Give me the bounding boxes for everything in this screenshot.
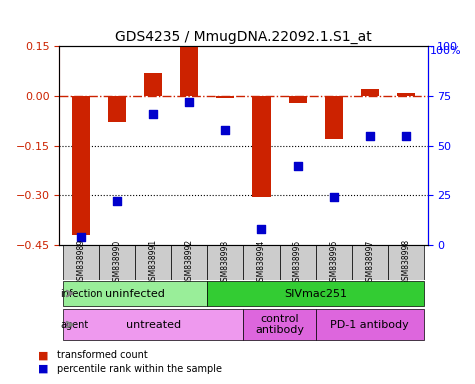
Text: GSM838996: GSM838996 bbox=[329, 239, 338, 286]
Text: GSM838995: GSM838995 bbox=[293, 239, 302, 286]
Text: transformed count: transformed count bbox=[57, 350, 148, 360]
Text: GSM838993: GSM838993 bbox=[221, 239, 230, 286]
Bar bbox=[288, 96, 306, 103]
Text: infection: infection bbox=[60, 288, 103, 298]
Text: uninfected: uninfected bbox=[105, 288, 165, 298]
Text: GSM838989: GSM838989 bbox=[76, 239, 86, 285]
FancyBboxPatch shape bbox=[208, 281, 424, 306]
Text: SIVmac251: SIVmac251 bbox=[284, 288, 347, 298]
Title: GDS4235 / MmugDNA.22092.1.S1_at: GDS4235 / MmugDNA.22092.1.S1_at bbox=[115, 30, 372, 44]
FancyBboxPatch shape bbox=[99, 245, 135, 280]
FancyBboxPatch shape bbox=[352, 245, 388, 280]
Point bbox=[330, 194, 337, 200]
Bar bbox=[324, 96, 342, 139]
Text: 100%: 100% bbox=[430, 46, 462, 56]
Text: GSM838997: GSM838997 bbox=[365, 239, 374, 286]
Point bbox=[186, 99, 193, 105]
Text: PD-1 antibody: PD-1 antibody bbox=[331, 319, 409, 329]
FancyBboxPatch shape bbox=[244, 309, 315, 340]
FancyBboxPatch shape bbox=[244, 245, 279, 280]
Text: agent: agent bbox=[60, 319, 88, 329]
Point bbox=[257, 226, 265, 232]
Text: GSM838991: GSM838991 bbox=[149, 239, 158, 285]
FancyBboxPatch shape bbox=[388, 245, 424, 280]
Bar bbox=[72, 96, 90, 235]
Text: GSM838990: GSM838990 bbox=[113, 239, 122, 286]
Bar bbox=[108, 96, 126, 122]
Point bbox=[366, 132, 373, 139]
Bar bbox=[180, 46, 199, 96]
Text: control
antibody: control antibody bbox=[255, 314, 304, 336]
Bar bbox=[397, 93, 415, 96]
Bar bbox=[252, 96, 270, 197]
Text: ■: ■ bbox=[38, 350, 48, 360]
Text: ■: ■ bbox=[38, 364, 48, 374]
FancyBboxPatch shape bbox=[279, 245, 315, 280]
FancyBboxPatch shape bbox=[63, 309, 244, 340]
Text: percentile rank within the sample: percentile rank within the sample bbox=[57, 364, 222, 374]
FancyBboxPatch shape bbox=[208, 245, 244, 280]
FancyBboxPatch shape bbox=[63, 245, 99, 280]
Text: GSM838994: GSM838994 bbox=[257, 239, 266, 286]
FancyBboxPatch shape bbox=[315, 309, 424, 340]
FancyBboxPatch shape bbox=[63, 281, 208, 306]
Point bbox=[222, 127, 229, 133]
Point bbox=[402, 132, 409, 139]
Text: GSM838992: GSM838992 bbox=[185, 239, 194, 285]
Point bbox=[294, 162, 301, 169]
Text: GSM838998: GSM838998 bbox=[401, 239, 410, 285]
Bar bbox=[361, 89, 379, 96]
FancyBboxPatch shape bbox=[135, 245, 171, 280]
Point bbox=[150, 111, 157, 117]
Bar bbox=[217, 96, 235, 98]
Bar bbox=[144, 73, 162, 96]
Text: untreated: untreated bbox=[126, 319, 181, 329]
Point bbox=[77, 234, 85, 240]
FancyBboxPatch shape bbox=[171, 245, 208, 280]
Point bbox=[114, 199, 121, 205]
FancyBboxPatch shape bbox=[315, 245, 352, 280]
